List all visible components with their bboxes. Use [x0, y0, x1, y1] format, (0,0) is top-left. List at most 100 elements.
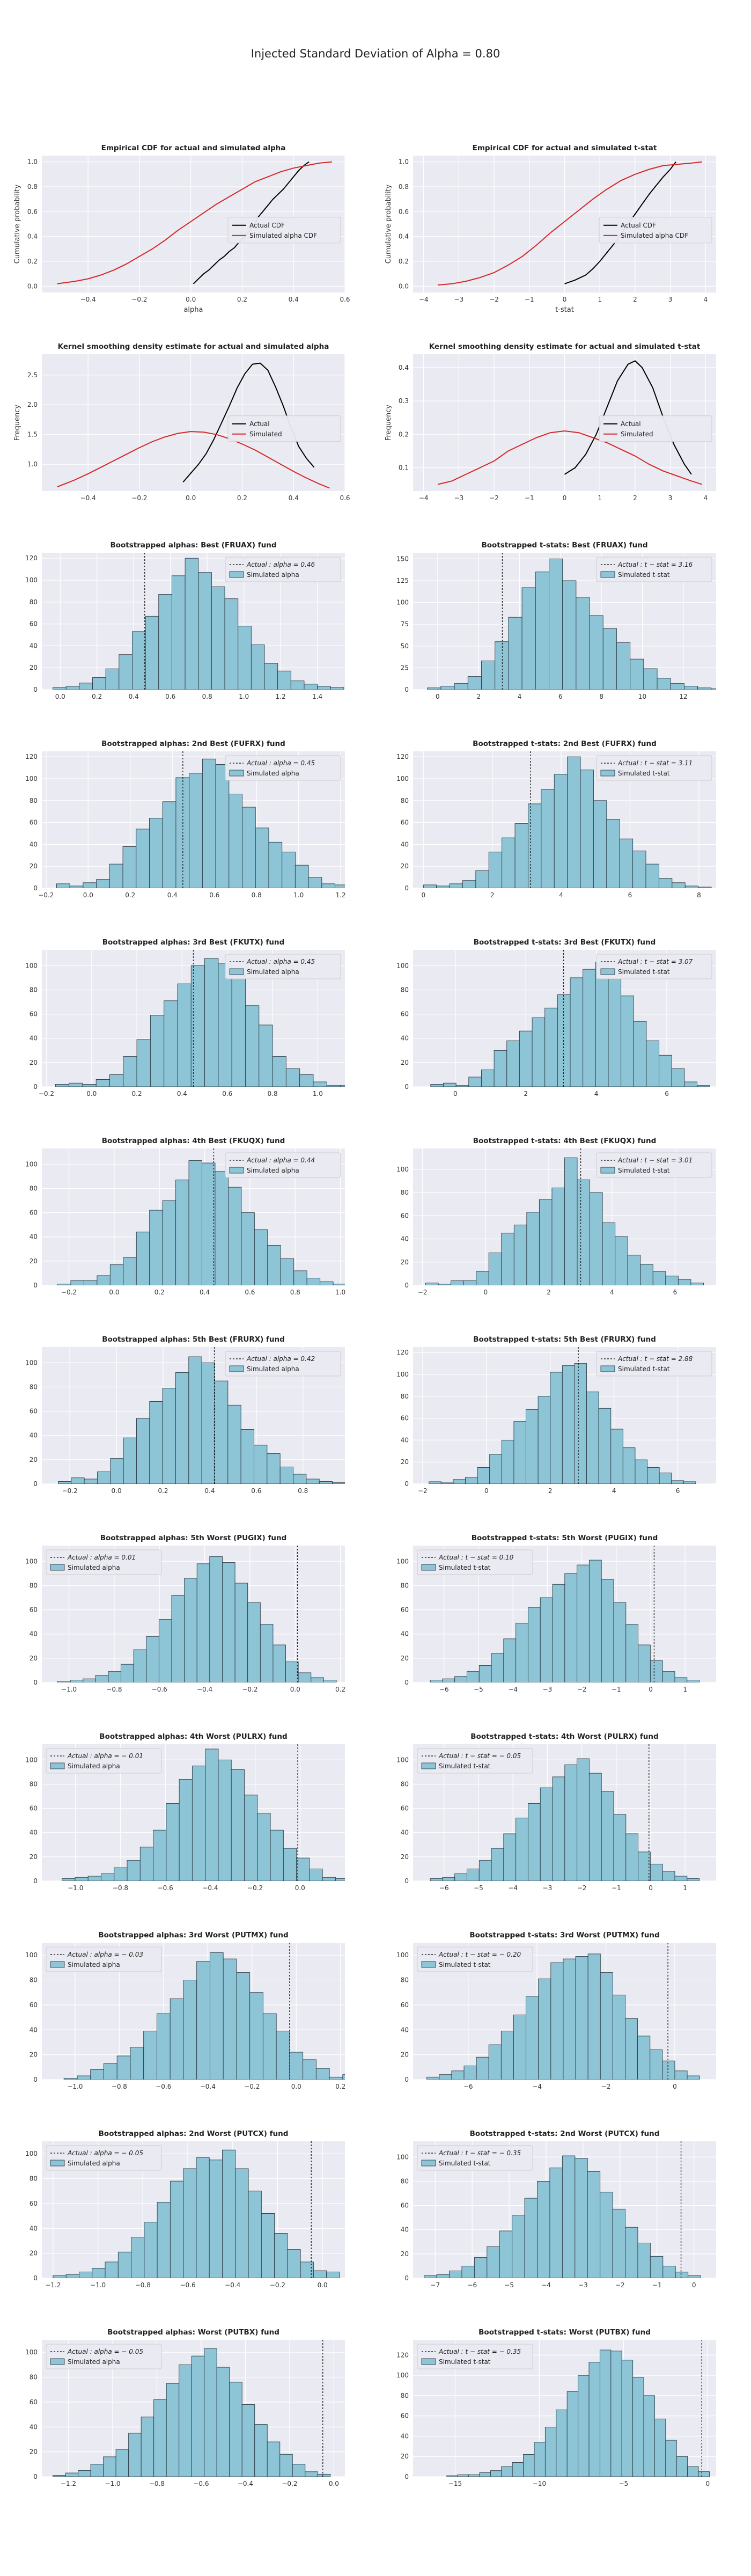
legend: [417, 2145, 533, 2171]
histogram-bar: [538, 1978, 551, 2080]
legend: [596, 1351, 712, 1377]
y-tick-label: 60: [401, 2001, 409, 2009]
histogram-bar: [583, 969, 596, 1087]
histogram-bar: [330, 687, 344, 690]
y-tick-label: 40: [30, 1829, 38, 1836]
histogram-bar: [53, 687, 67, 690]
histogram-bar: [75, 1877, 89, 1881]
histogram-bar: [463, 1280, 477, 1285]
histogram-bar: [55, 1084, 70, 1087]
histogram-bar: [659, 1055, 672, 1087]
y-tick-label: 0.1: [399, 464, 409, 471]
histogram-bar: [575, 1956, 588, 2080]
x-tick-label: −3: [454, 494, 464, 502]
histogram-bar: [192, 1766, 206, 1881]
histogram-bar: [282, 852, 296, 888]
histogram-bar: [662, 1671, 675, 1682]
histogram-bar: [95, 1079, 110, 1087]
histogram-bar: [320, 1281, 334, 1285]
chart-title: Bootstrapped alphas: 2nd Best (FUFRX) fu…: [101, 740, 285, 748]
histogram-bar: [674, 2070, 688, 2080]
chart-title: Empirical CDF for actual and simulated a…: [101, 144, 286, 152]
histogram-bar: [311, 1677, 324, 1682]
legend: [46, 2145, 162, 2171]
x-tick-label: −10: [533, 2480, 546, 2487]
histogram-bar: [600, 2192, 613, 2278]
histogram-bar: [143, 2031, 157, 2080]
histogram-bar: [650, 1863, 663, 1881]
y-axis-label: Cumulative probability: [13, 184, 21, 264]
histogram-bar: [687, 2466, 699, 2477]
histogram-bar: [227, 1404, 241, 1484]
histogram-bar: [540, 1597, 553, 1682]
histogram-bar: [69, 1082, 83, 1087]
histogram-bar: [92, 677, 106, 690]
histogram-bar: [570, 977, 584, 1087]
histogram-bar: [205, 1748, 219, 1881]
x-tick-label: 0.4: [200, 1289, 210, 1296]
histogram-bar: [133, 1649, 147, 1682]
x-tick-label: 0.2: [158, 1487, 168, 1495]
histogram-bar: [70, 1680, 84, 1682]
x-tick-label: −0.2: [131, 494, 147, 502]
histogram-bar: [196, 2157, 210, 2278]
legend: [599, 217, 712, 244]
histogram-bar: [532, 1017, 546, 1087]
histogram-bar: [671, 1480, 684, 1484]
y-tick-label: 100: [396, 1557, 409, 1565]
series-line-1: [437, 430, 703, 485]
histogram-bar: [521, 587, 536, 690]
y-tick-label: 20: [401, 2453, 409, 2460]
histogram-bar: [109, 1074, 124, 1087]
plot-content: [57, 1356, 345, 1484]
histogram-bar: [254, 1229, 268, 1285]
histogram-bar: [544, 2426, 557, 2477]
histogram-bar: [625, 2018, 638, 2080]
y-tick-label: 40: [30, 1630, 38, 1638]
x-tick-label: −0.6: [152, 1686, 167, 1693]
histogram-bar: [577, 1564, 590, 1682]
x-tick-label: −1.2: [45, 2281, 61, 2289]
histogram-bar: [162, 1388, 176, 1484]
histogram-bar: [274, 2233, 288, 2278]
histogram-bar: [621, 996, 634, 1087]
legend-swatch-simulated: [421, 1564, 436, 1571]
chart-title: Kernel smoothing density estimate for ac…: [429, 342, 701, 351]
y-tick-label: 80: [30, 598, 38, 606]
x-tick-label: 2: [547, 1289, 551, 1296]
histogram-bar: [238, 626, 252, 690]
x-tick-label: 12: [679, 693, 687, 700]
legend-label-simulated: Simulated t-stat: [618, 1365, 670, 1373]
histogram-bar: [612, 2208, 625, 2278]
y-tick-label: 100: [396, 2372, 409, 2379]
y-tick-label: 60: [30, 819, 38, 826]
histogram-bar: [321, 883, 336, 888]
histogram-bar: [616, 642, 631, 690]
subplot-20: −1.2 −1.0 −0.8 −0.6 −0.4 −0.2 0.0 0 20 40 60 80 100 B…: [10, 2125, 353, 2305]
histogram-bar: [150, 1015, 165, 1087]
x-tick-label: 0.0: [186, 494, 196, 502]
histogram-bar: [551, 1188, 565, 1285]
histogram-bar: [231, 1769, 245, 1881]
subplot-10: −0.2 0.0 0.2 0.4 0.6 0.8 1.0 0 20 40 60 80 100 Bootst…: [10, 1132, 353, 1312]
legend: [596, 557, 712, 582]
legend-label-simulated: Simulated t-stat: [439, 2358, 491, 2366]
legend: [225, 1152, 341, 1178]
histogram-bar: [184, 1578, 197, 1682]
histogram-bar: [105, 668, 120, 690]
x-tick-label: 0: [649, 1884, 653, 1892]
histogram-bar: [326, 1085, 341, 1087]
histogram-bar: [454, 1676, 467, 1682]
y-tick-label: 100: [25, 1359, 38, 1366]
y-tick-label: 0: [404, 1679, 409, 1686]
y-tick-label: 120: [25, 554, 38, 562]
histogram-bar: [683, 686, 698, 690]
histogram-bar: [216, 2367, 230, 2477]
histogram-bar: [139, 1847, 154, 1881]
y-tick-label: 100: [396, 1951, 409, 1959]
chart-title: Bootstrapped alphas: 5th Worst (PUGIX) f…: [100, 1534, 287, 1542]
chart-title: Bootstrapped t-stats: 4th Best (FKUQX) f…: [473, 1137, 657, 1145]
histogram-bar: [556, 2409, 568, 2477]
chart-title: Bootstrapped t-stats: Worst (PUTBX) fund: [478, 2328, 651, 2337]
